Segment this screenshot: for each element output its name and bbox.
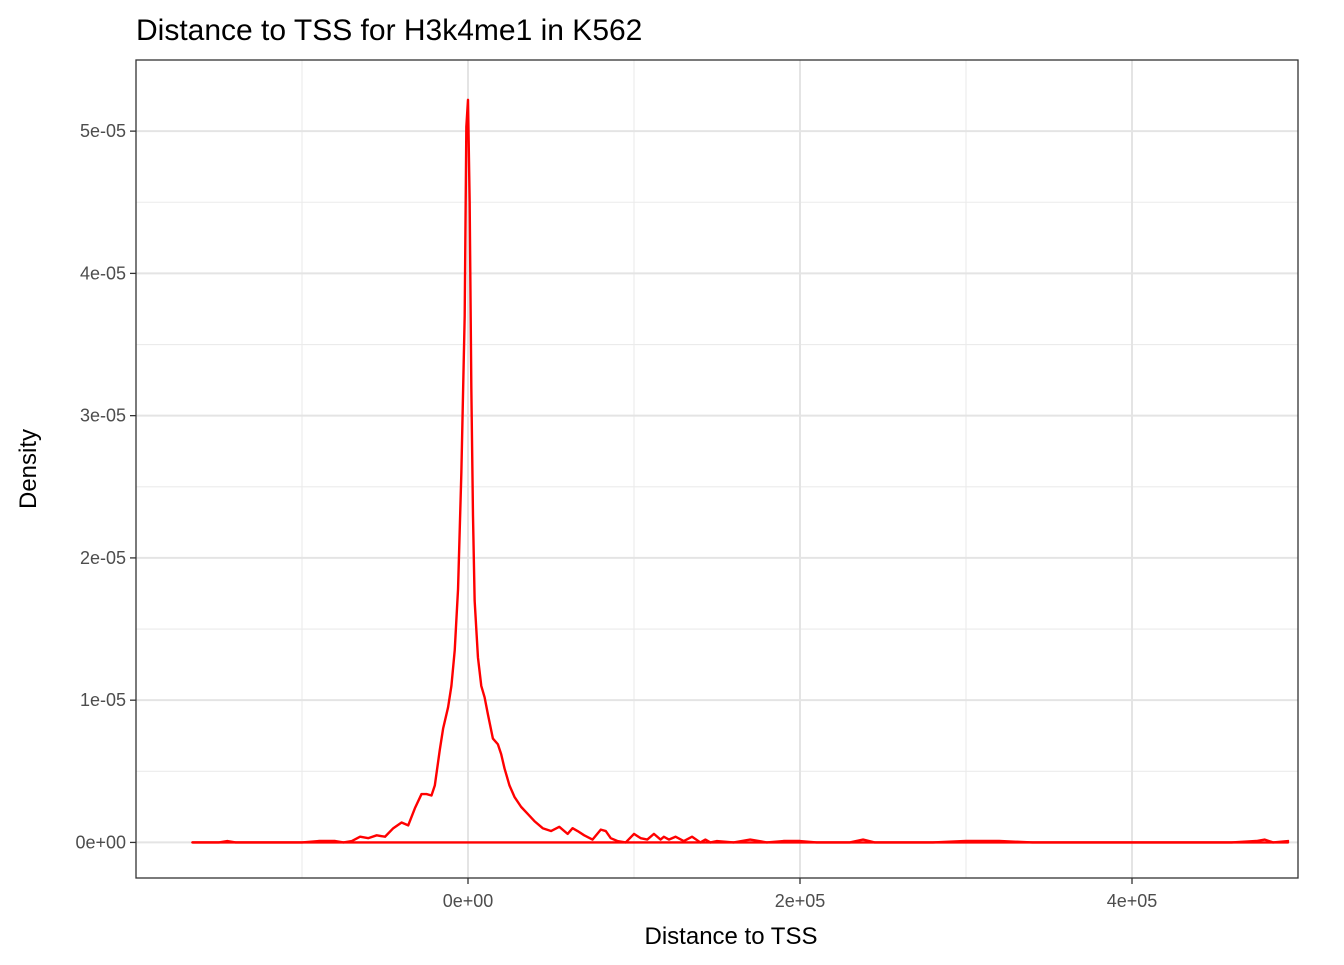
y-tick-label: 4e-05: [80, 263, 126, 283]
y-tick-label: 0e+00: [75, 832, 126, 852]
chart-title: Distance to TSS for H3k4me1 in K562: [136, 14, 642, 47]
x-axis-label: Distance to TSS: [645, 923, 818, 950]
x-tick-label: 0e+00: [443, 891, 494, 911]
x-tick-label: 2e+05: [775, 891, 826, 911]
x-tick-label: 4e+05: [1107, 891, 1158, 911]
y-tick-label: 1e-05: [80, 690, 126, 710]
y-tick-label: 5e-05: [80, 121, 126, 141]
y-tick-label: 3e-05: [80, 406, 126, 426]
plot-panel-border: [135, 59, 1299, 879]
density-curve: [191, 98, 1290, 844]
y-tick-label: 2e-05: [80, 548, 126, 568]
y-axis-label: Density: [15, 429, 42, 509]
